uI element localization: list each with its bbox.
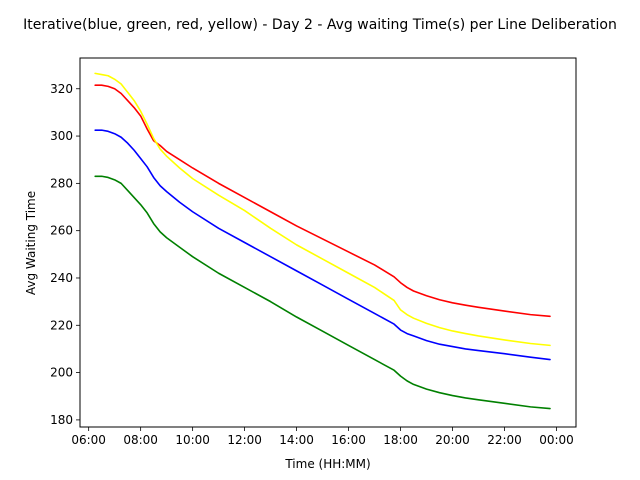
x-tick-label: 18:00 (383, 433, 418, 447)
y-tick-label: 280 (50, 176, 73, 190)
y-tick-label: 180 (50, 413, 73, 427)
x-tick-label: 22:00 (487, 433, 522, 447)
series-layer (94, 72, 551, 410)
series-line-3 (94, 84, 551, 318)
y-axis-label: Avg Waiting Time (24, 191, 38, 295)
series-line-2 (94, 175, 551, 410)
series-line-4 (94, 72, 551, 347)
x-tick-label: 16:00 (331, 433, 366, 447)
plot-frame (79, 57, 577, 428)
x-tick-label: 20:00 (435, 433, 470, 447)
x-axis-label: Time (HH:MM) (284, 457, 370, 471)
x-tick-label: 00:00 (539, 433, 574, 447)
y-tick-label: 220 (50, 318, 73, 332)
x-tick-label: 08:00 (123, 433, 158, 447)
y-tick-label: 320 (50, 82, 73, 96)
chart-title: Iterative(blue, green, red, yellow) - Da… (23, 17, 617, 33)
x-tick-label: 06:00 (71, 433, 106, 447)
x-tick-label: 10:00 (175, 433, 210, 447)
y-tick-label: 200 (50, 366, 73, 380)
y-tick-label: 300 (50, 129, 73, 143)
axes-layer: 06:00 08:00 10:00 12:00 14:00 16:00 18:00 20:00… (50, 57, 577, 447)
x-tick-label: 14:00 (279, 433, 314, 447)
y-tick-label: 260 (50, 224, 73, 238)
series-line-1 (94, 129, 551, 361)
x-tick-label: 12:00 (227, 433, 262, 447)
y-tick-label: 240 (50, 271, 73, 285)
